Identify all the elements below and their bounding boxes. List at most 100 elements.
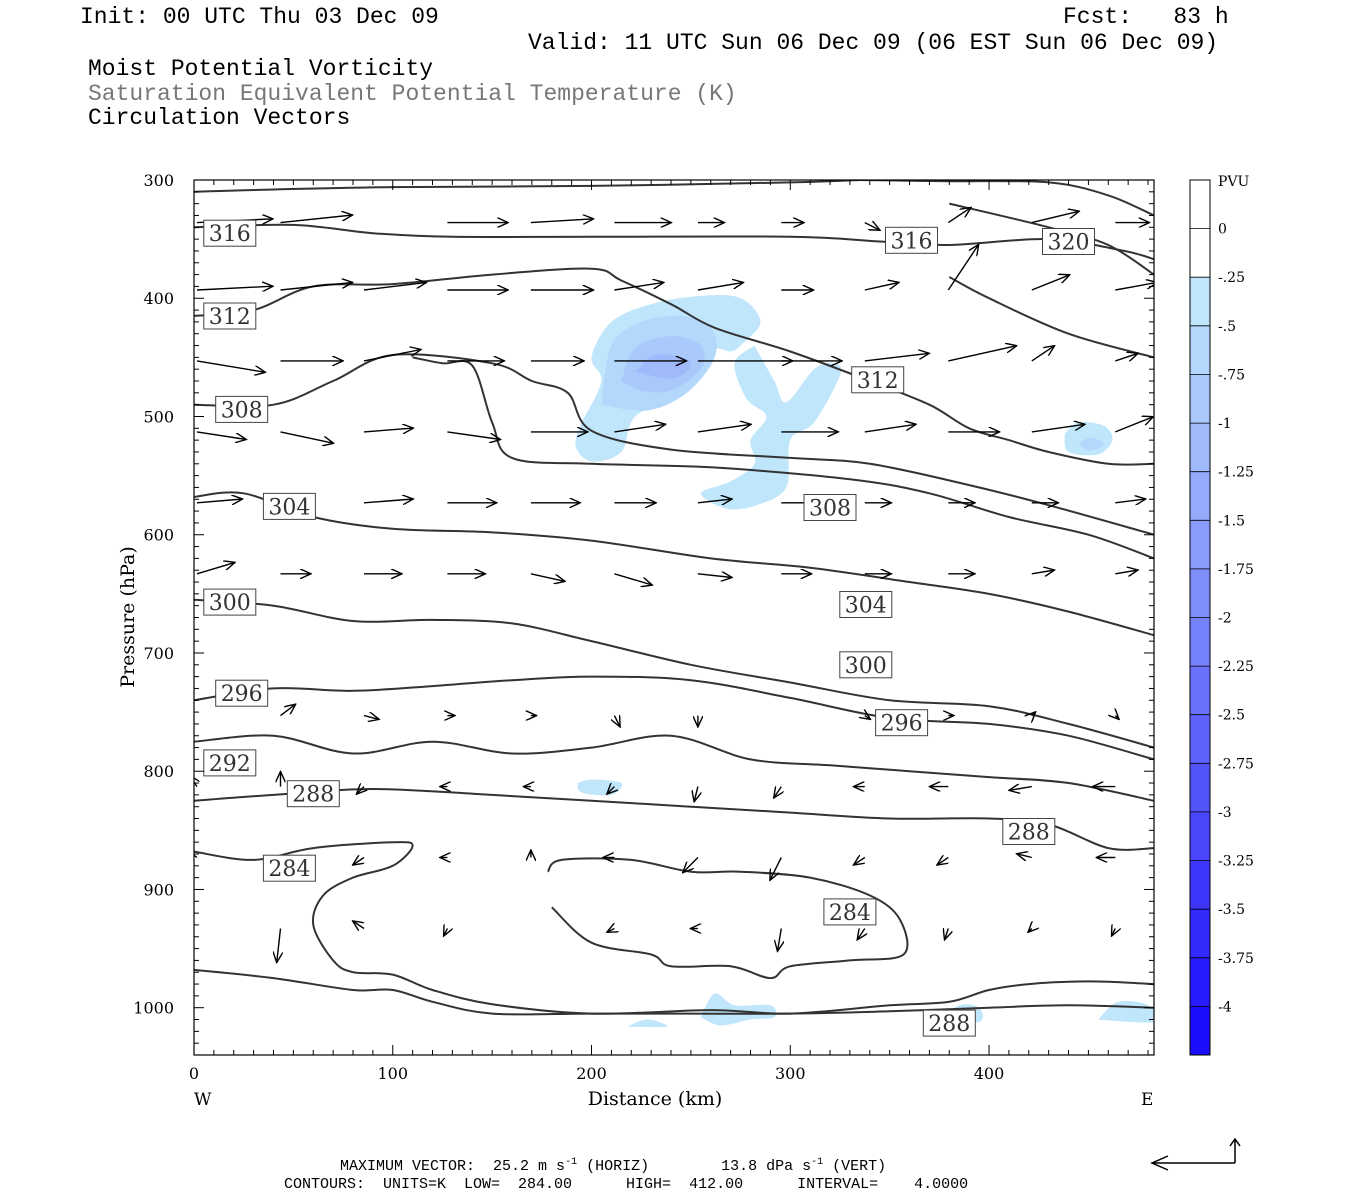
max-vert-unit: (VERT)	[832, 1158, 887, 1175]
vector-arrow	[1115, 417, 1153, 433]
vector-arrow	[1115, 499, 1145, 503]
colorbar-swatch	[1190, 666, 1210, 715]
vector-arrow	[948, 346, 1016, 362]
contour-308	[194, 353, 1154, 536]
contour-label-box	[1042, 228, 1095, 255]
title-theta-es: Saturation Equivalent Potential Temperat…	[88, 81, 737, 107]
x-axis-title: Distance (km)	[588, 1088, 723, 1110]
contour-label-text: 300	[845, 654, 887, 679]
vector-arrow	[1017, 854, 1032, 858]
contour-284	[194, 841, 1154, 1015]
y-tick-label: 1000	[133, 999, 174, 1018]
max-vector-label: MAXIMUM VECTOR:	[340, 1158, 476, 1175]
colorbar-label: -3	[1218, 805, 1232, 821]
colorbar-label: -2.25	[1218, 659, 1254, 675]
vector-arrow	[363, 716, 379, 720]
contour-label: 308	[803, 494, 857, 522]
vector-arrow	[363, 428, 413, 432]
contour-label-box	[203, 219, 257, 247]
pv-patch	[1078, 437, 1105, 451]
vector-arrow	[607, 787, 615, 795]
vector-arrow	[857, 929, 865, 940]
vector-arrow	[778, 928, 782, 952]
contour-label: 284	[262, 854, 316, 882]
colorbar-label: -3.5	[1218, 902, 1245, 918]
contour-label-text: 312	[857, 369, 899, 394]
valid-time: Valid: 11 UTC Sun 06 Dec 09 (06 EST Sun …	[528, 30, 1219, 56]
contour-300	[194, 598, 1154, 749]
x-axis-east-label: E	[1141, 1090, 1153, 1110]
vector-arrow	[947, 244, 978, 291]
contour-label: 296	[215, 679, 269, 707]
colorbar-swatch	[1190, 1006, 1210, 1055]
contour-label-text: 304	[845, 594, 887, 619]
vector-arrow	[280, 431, 334, 443]
contour-label-text: 296	[881, 712, 923, 737]
contour-label-box	[1002, 818, 1056, 845]
contour-label: 320	[1042, 228, 1095, 256]
colorbar-label: -1.25	[1218, 465, 1254, 481]
vector-arrow	[774, 787, 782, 798]
contour-label-box	[839, 591, 893, 618]
vector-arrow	[614, 424, 665, 433]
colorbar-swatch	[1190, 763, 1210, 812]
reference-vector-icon	[1150, 1137, 1241, 1171]
vector-arrow	[1031, 570, 1055, 574]
colorbar-swatch	[1190, 180, 1210, 229]
vector-arrow	[1031, 211, 1080, 224]
vert-exponent: -1	[811, 1157, 824, 1168]
vector-arrow	[697, 282, 744, 291]
colorbar-swatch	[1190, 617, 1210, 667]
y-tick-label: 900	[143, 880, 174, 899]
x-tick-label: 100	[377, 1064, 408, 1083]
vector-arrow	[697, 499, 732, 503]
vector-arrow	[1115, 570, 1138, 574]
contour-label: 300	[839, 651, 893, 679]
contour-label: 316	[203, 219, 257, 247]
x-tick-label: 200	[576, 1064, 607, 1083]
contour-label-text: 296	[221, 682, 263, 707]
contour-label: 292	[203, 749, 257, 777]
vector-arrow	[280, 282, 353, 291]
colorbar-label: -2	[1218, 611, 1232, 627]
colorbar-swatch	[1190, 811, 1210, 861]
contour-label-text: 308	[809, 497, 851, 522]
contour-label-box	[922, 1009, 976, 1037]
contour-label: 288	[1002, 818, 1056, 846]
max-vert-value: 13.8 dPa s	[721, 1158, 812, 1175]
contour-288	[194, 968, 1154, 1016]
contour-label-box	[823, 898, 877, 926]
vector-arrow	[196, 431, 246, 440]
colorbar-label: -3.75	[1218, 951, 1254, 967]
contour-316	[194, 223, 1154, 261]
contour-312	[194, 267, 1154, 466]
circulation-vectors	[194, 207, 1154, 962]
vector-arrow	[530, 219, 594, 223]
colorbar-swatch	[1190, 325, 1210, 375]
colorbar-swatch	[1190, 277, 1210, 326]
contour-label-box	[215, 679, 269, 707]
x-axis-west-label: W	[194, 1090, 212, 1110]
vector-arrow	[1009, 787, 1032, 791]
contour-label-text: 284	[829, 901, 871, 926]
vector-arrow	[614, 282, 663, 291]
pv-patch	[627, 1019, 668, 1028]
contour-label-text: 284	[268, 857, 310, 882]
horiz-exponent: -1	[565, 1157, 578, 1168]
vector-arrow	[607, 929, 615, 933]
vector-arrow	[356, 787, 364, 795]
colorbar-swatch	[1190, 228, 1210, 278]
vector-arrow	[1112, 929, 1116, 937]
contour-308	[412, 356, 1154, 560]
vector-arrow	[614, 573, 652, 585]
y-tick-label: 500	[143, 407, 174, 426]
y-tick-label: 600	[143, 526, 174, 545]
colorbar-label: -1.75	[1218, 562, 1254, 578]
contour-label-text: 316	[891, 229, 933, 254]
x-tick-label: 0	[189, 1064, 199, 1083]
max-horiz-unit: (HORIZ)	[586, 1158, 650, 1175]
vector-arrow	[853, 858, 864, 866]
colorbar-swatch	[1190, 423, 1210, 472]
vector-arrow	[353, 921, 364, 929]
contour-label-box	[885, 226, 938, 254]
